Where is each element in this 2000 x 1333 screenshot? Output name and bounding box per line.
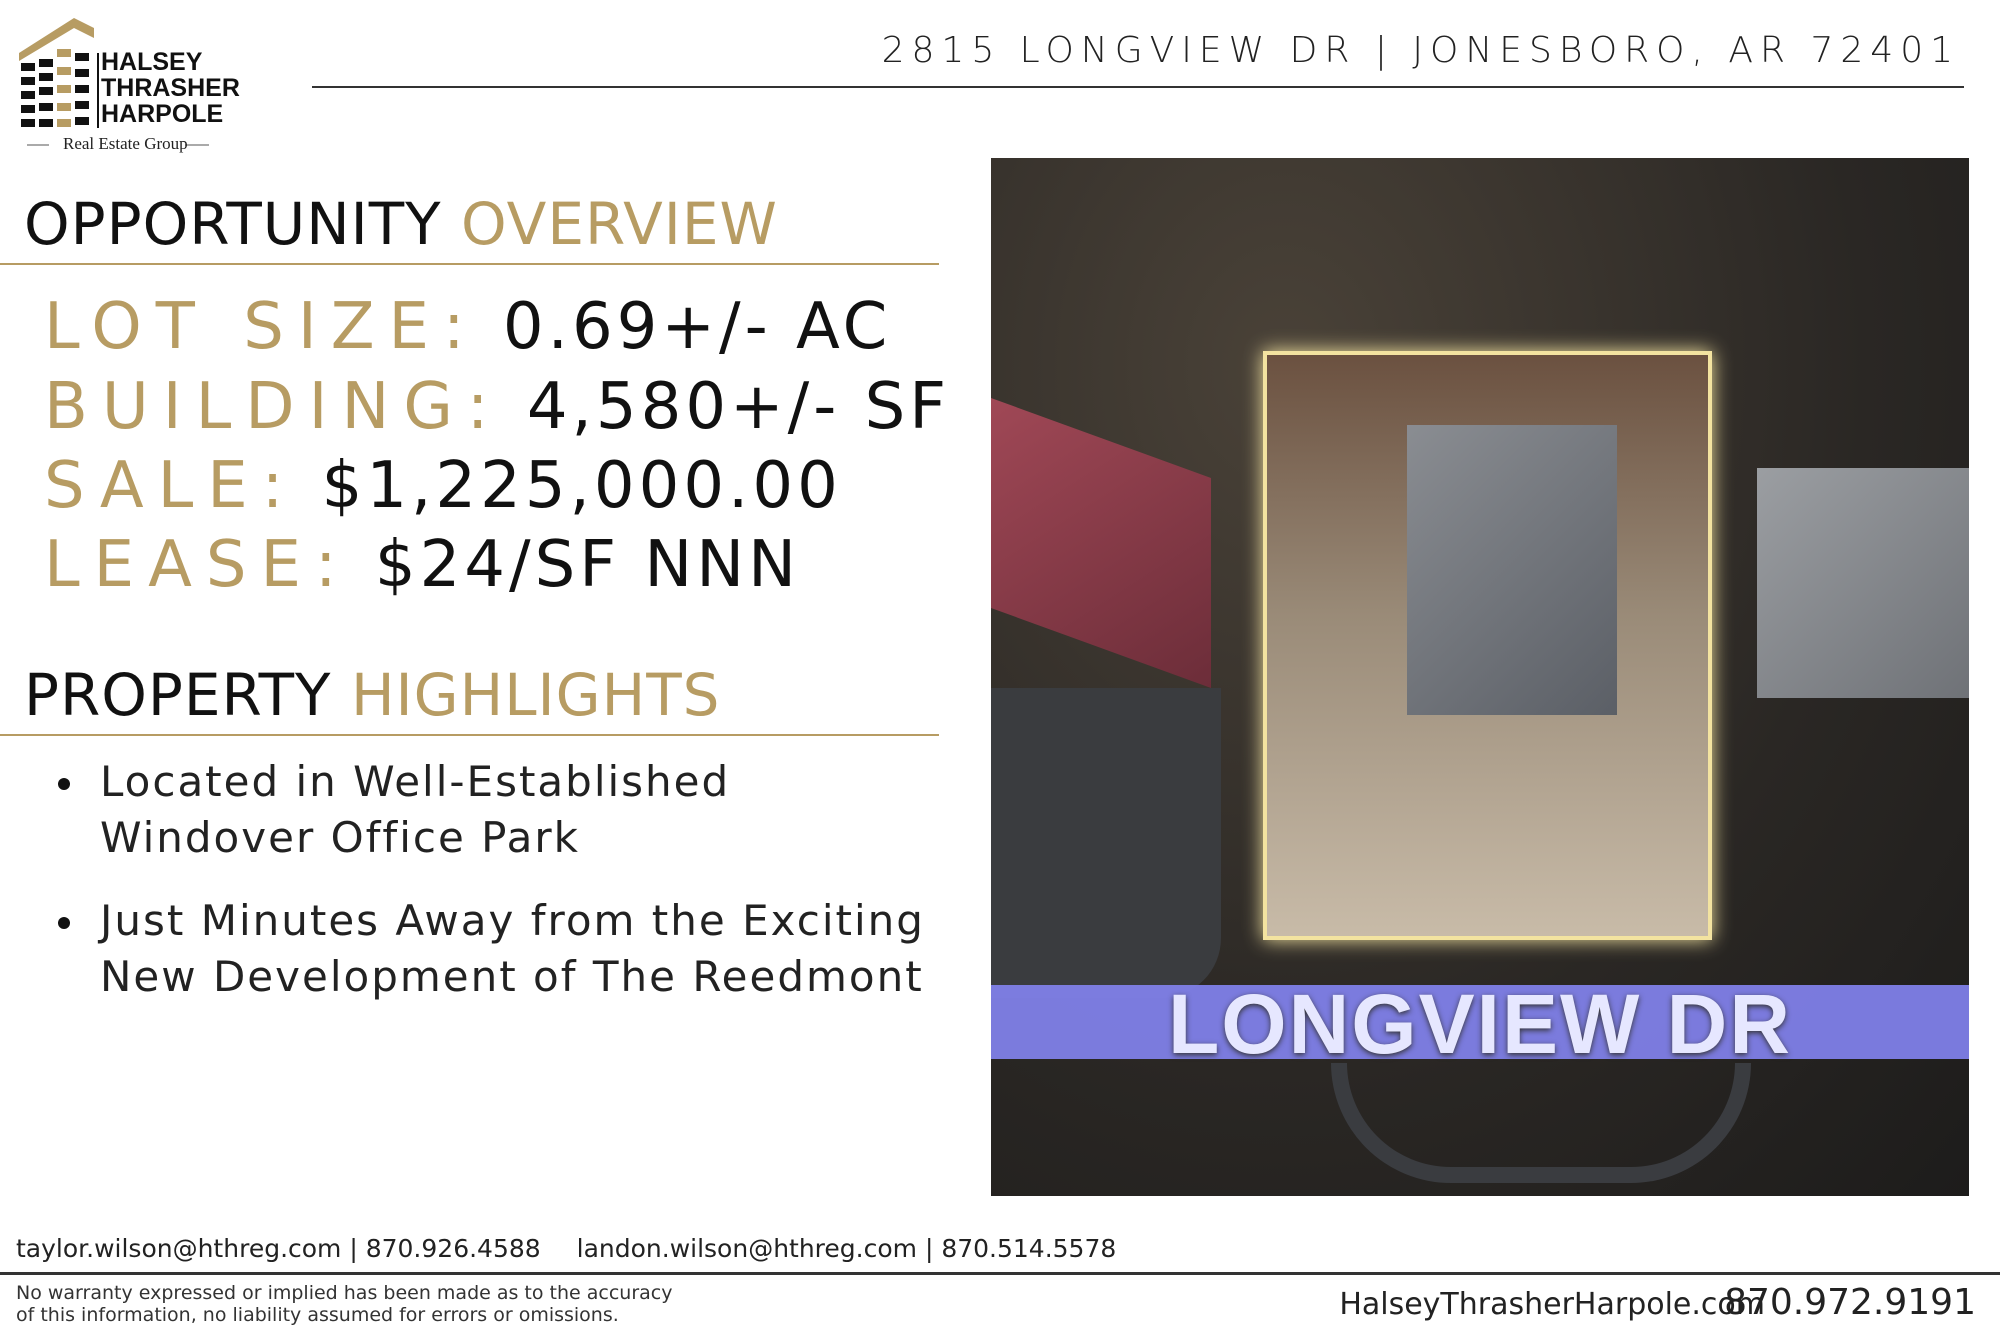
fact-label: LEASE:	[44, 528, 351, 602]
fact-lot-size: LOT SIZE: 0.69+/- AC	[44, 290, 891, 364]
property-highlights-heading: PROPERTY HIGHLIGHTS	[24, 661, 720, 729]
logo-line-1: HALSEY	[101, 48, 203, 76]
circular-drive	[1331, 1063, 1751, 1183]
property-building-roof	[1407, 425, 1617, 715]
fact-sale: SALE: $1,225,000.00	[44, 449, 842, 523]
highlight-text: Just Minutes Away from the Exciting New …	[100, 896, 925, 1001]
property-boundary-outline	[1263, 351, 1712, 940]
disclaimer-line: of this information, no liability assume…	[16, 1304, 619, 1326]
logo-tagline: Real Estate Group	[63, 134, 188, 153]
aerial-property-photo: LONGVIEW DR	[991, 158, 1969, 1196]
highlight-item: Located in Well-Established Windover Off…	[58, 754, 858, 866]
fact-value: 0.69+/- AC	[502, 290, 892, 364]
contact-taylor[interactable]: taylor.wilson@hthreg.com | 870.926.4588	[16, 1234, 541, 1263]
road-label: LONGVIEW DR	[1168, 977, 1792, 1071]
neighbor-red-roof	[991, 397, 1211, 689]
parking-lot	[991, 688, 1221, 998]
heading-dark: OPPORTUNITY	[24, 190, 442, 258]
fact-label: LOT SIZE:	[44, 290, 479, 364]
heading-gold: HIGHLIGHTS	[350, 661, 721, 729]
fact-lease: LEASE: $24/SF NNN	[44, 528, 800, 602]
header-divider	[312, 86, 1964, 88]
building-logo-icon	[19, 18, 209, 146]
main-phone[interactable]: 870.972.9191	[1724, 1282, 1976, 1323]
fact-value: 4,580+/- SF	[526, 370, 951, 444]
road-highlight	[991, 985, 1969, 1059]
fact-value: $24/SF NNN	[374, 528, 800, 602]
highlight-item: Just Minutes Away from the Exciting New …	[58, 893, 938, 1005]
company-logo: HALSEY THRASHER HARPOLE Real Estate Grou…	[19, 13, 279, 155]
fact-value: $1,225,000.00	[321, 449, 842, 523]
contact-info: taylor.wilson@hthreg.com | 870.926.4588 …	[16, 1234, 1144, 1263]
contact-landon[interactable]: landon.wilson@hthreg.com | 870.514.5578	[576, 1234, 1117, 1263]
disclaimer: No warranty expressed or implied has bee…	[16, 1282, 716, 1326]
logo-line-2: THRASHER	[101, 74, 240, 102]
opportunity-overview-heading: OPPORTUNITY OVERVIEW	[24, 190, 778, 258]
overview-divider	[0, 263, 939, 265]
logo-line-3: HARPOLE	[101, 100, 224, 128]
disclaimer-line: No warranty expressed or implied has bee…	[16, 1282, 673, 1304]
highlights-divider	[0, 734, 939, 736]
highlight-text: Located in Well-Established Windover Off…	[100, 757, 731, 862]
neighbor-gray-roof	[1757, 468, 1969, 698]
fact-building: BUILDING: 4,580+/- SF	[44, 370, 950, 444]
property-address: 2815 LONGVIEW DR | JONESBORO, AR 72401	[881, 30, 1960, 71]
bullet-icon	[58, 917, 70, 929]
fact-label: SALE:	[44, 449, 298, 523]
heading-dark: PROPERTY	[24, 661, 332, 729]
bullet-icon	[58, 778, 70, 790]
website-link[interactable]: HalseyThrasherHarpole.com	[1339, 1287, 1765, 1322]
heading-gold: OVERVIEW	[461, 190, 778, 258]
fact-label: BUILDING:	[44, 370, 503, 444]
footer-divider	[0, 1272, 2000, 1275]
